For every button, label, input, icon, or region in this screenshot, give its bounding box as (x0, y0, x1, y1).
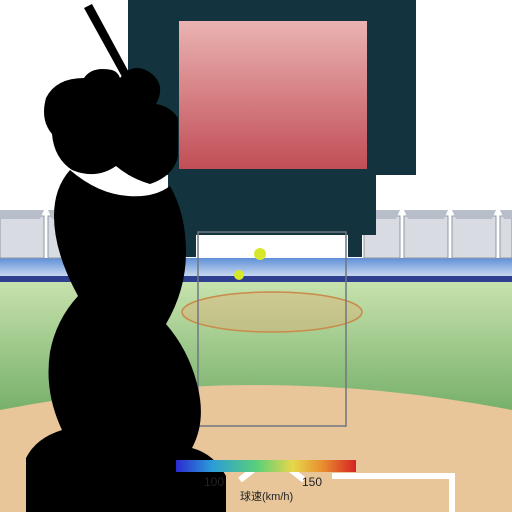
speed-legend-bar (176, 460, 356, 472)
pitch-location-chart: 100 150 球速(km/h) (0, 0, 512, 512)
stand-panel-away-0 (0, 216, 44, 258)
legend-tick-0: 100 (204, 475, 224, 489)
pitch-marker-0 (254, 248, 266, 260)
chart-canvas: 100 150 球速(km/h) (0, 0, 512, 512)
scoreboard-lower (168, 175, 376, 235)
pitchers-mound (182, 292, 362, 332)
stand-roof-away-0 (0, 210, 44, 219)
stand-panel-home-1 (404, 216, 448, 258)
stand-roof-home-2 (452, 210, 496, 219)
legend-tick-1: 150 (302, 475, 322, 489)
scoreboard-screen (178, 20, 368, 170)
stand-roof-home-1 (404, 210, 448, 219)
scoreboard-post-1 (348, 235, 362, 257)
stand-panel-home-2 (452, 216, 496, 258)
stand-panel-home-3 (500, 216, 512, 258)
pitch-marker-1 (234, 270, 244, 280)
legend-axis-label: 球速(km/h) (240, 489, 293, 503)
